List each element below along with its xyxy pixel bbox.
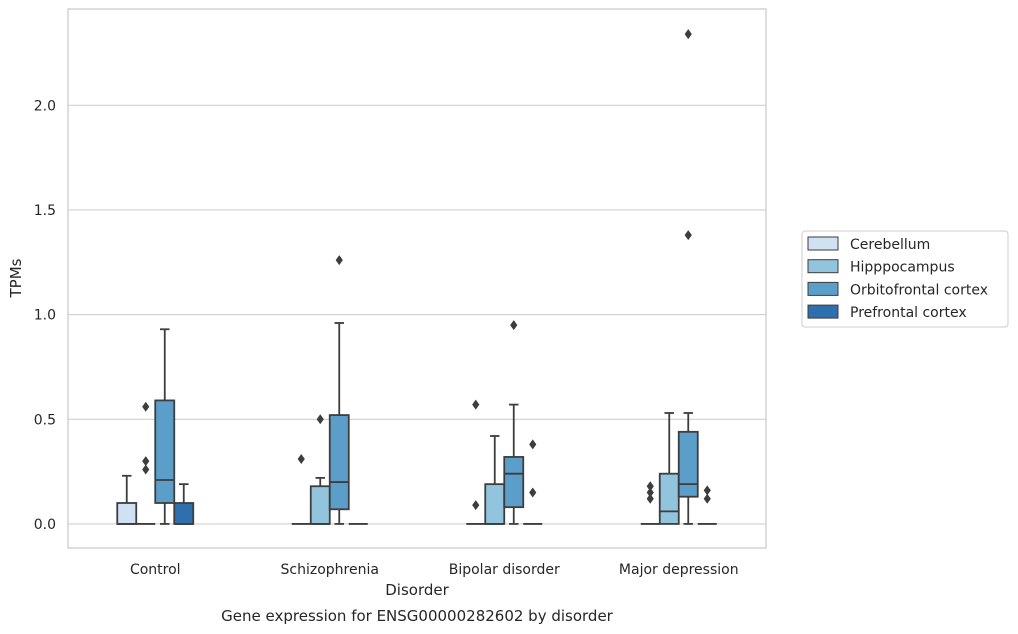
legend-label: Prefrontal cortex [850,305,967,321]
chart-caption: Gene expression for ENSG00000282602 by d… [221,607,614,625]
outlier-point [646,493,654,504]
outlier-point [684,29,692,40]
box-body [328,414,350,511]
outlier-point [142,464,150,475]
outlier-point [684,230,692,241]
x-tick-label: Bipolar disorder [449,562,560,578]
legend-swatch [807,281,839,296]
y-tick-label: 1.5 [34,203,56,219]
box-cerebellum [640,481,660,525]
y-tick-label: 1.0 [34,308,56,324]
outlier-point [529,487,537,498]
outlier-point [335,255,343,266]
y-tick-label: 0.0 [34,517,56,533]
box-cerebellum [291,454,311,525]
box-hipppocampus [658,412,680,525]
y-tick-labels: 0.0 0.5 1.0 1.5 2.0 [34,98,56,533]
box-orbitofrontal-cortex [677,29,699,525]
outlier-point [646,487,654,498]
legend: Cerebellum Hipppocampus Orbitofrontal cort… [801,230,1009,328]
box-prefrontal-cortex [523,439,543,525]
legend-frame [801,230,1009,328]
box-body [503,456,525,509]
outlier-point [510,320,518,331]
legend-swatch [807,304,839,319]
box-orbitofrontal-cortex [503,320,525,525]
box-cerebellum [116,474,138,525]
x-tick-labels: Control Schizophrenia Bipolar disorder Majo… [130,562,739,578]
legend-swatch [807,236,839,251]
outlier-point [142,456,150,467]
box-orbitofrontal-cortex [328,255,350,525]
box-prefrontal-cortex [697,485,717,525]
plot-area [116,29,717,525]
outlier-point [316,414,324,425]
x-tick-label: Control [130,562,181,578]
y-tick-label: 0.5 [34,412,56,428]
legend-label: Cerebellum [850,237,930,253]
box-body [677,430,699,498]
plot-border [67,8,767,549]
box-orbitofrontal-cortex [154,328,176,525]
legend-label: Orbitofrontal cortex [850,282,988,298]
outlier-point [646,481,654,492]
outlier-point [703,485,711,496]
outlier-point [472,399,480,410]
y-axis-label: TPMs [7,258,25,298]
legend-swatch [807,259,839,274]
x-tick-label: Schizophrenia [281,562,379,578]
box-hipppocampus [309,414,331,525]
legend-label: Hipppocampus [850,260,955,276]
outlier-point [142,401,150,412]
box-hipppocampus [136,401,156,525]
box-body [154,399,176,504]
box-body [309,485,331,525]
outlier-point [703,493,711,504]
box-body [484,483,506,525]
outlier-point [529,439,537,450]
outlier-point [472,500,480,511]
box-body [658,472,680,525]
box-hipppocampus [484,435,506,525]
x-tick-label: Major depression [619,562,739,578]
box-body [116,502,138,525]
y-tick-label: 2.0 [34,98,56,114]
x-axis-label: Disorder [385,581,449,599]
plot-frame [67,8,767,549]
box-cerebellum [466,399,486,525]
box-body [173,502,195,525]
outlier-point [297,454,305,465]
box-prefrontal-cortex [173,483,195,525]
